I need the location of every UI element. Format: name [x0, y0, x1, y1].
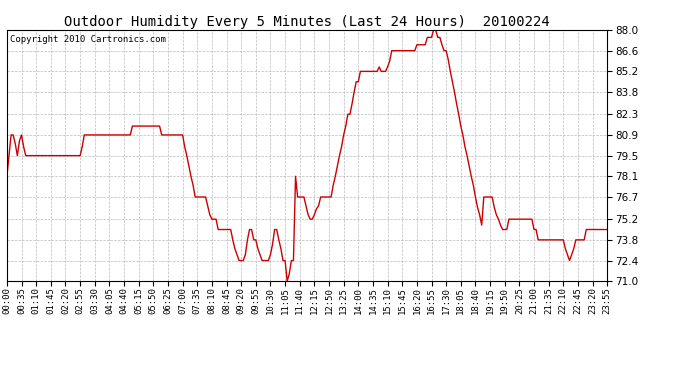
Text: Copyright 2010 Cartronics.com: Copyright 2010 Cartronics.com	[10, 35, 166, 44]
Title: Outdoor Humidity Every 5 Minutes (Last 24 Hours)  20100224: Outdoor Humidity Every 5 Minutes (Last 2…	[64, 15, 550, 29]
